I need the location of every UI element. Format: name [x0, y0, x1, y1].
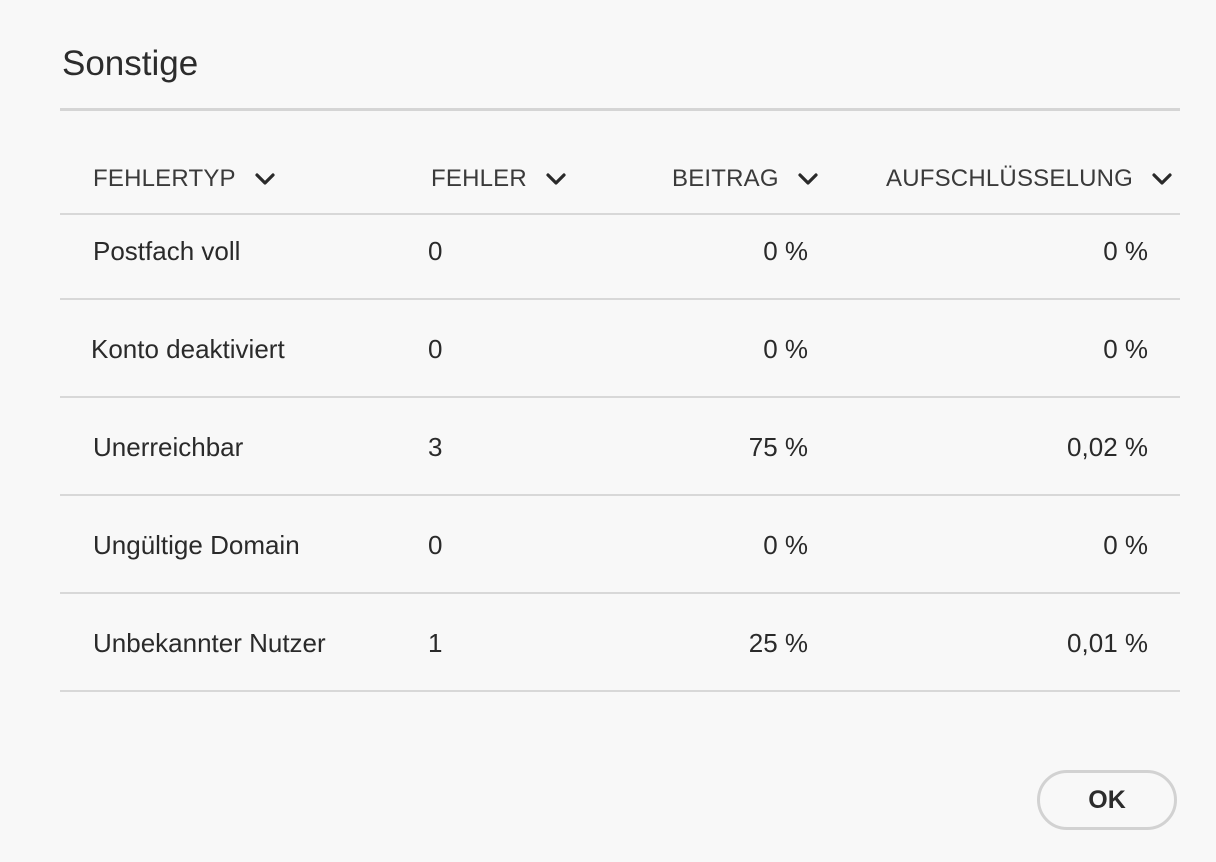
cell-breakdown: 0 %	[1103, 236, 1148, 266]
column-header-label: FEHLERTYP	[93, 165, 236, 192]
table-row: Postfach voll 0 0 % 0 %	[60, 215, 1180, 300]
table-header: FEHLERTYP FEHLER BEITRAG AUFSCHLÜSSELUNG	[60, 144, 1180, 215]
cell-error-type: Konto deaktiviert	[91, 334, 285, 364]
cell-breakdown: 0 %	[1103, 334, 1148, 364]
cell-contribution: 0 %	[763, 236, 808, 266]
ok-button[interactable]: OK	[1037, 770, 1177, 830]
cell-error-type: Postfach voll	[93, 236, 241, 266]
column-header-label: FEHLER	[431, 165, 527, 192]
cell-error-type: Ungültige Domain	[93, 530, 300, 560]
cell-errors: 0	[428, 334, 443, 364]
dialog-title: Sonstige	[62, 44, 199, 83]
cell-error-type: Unbekannter Nutzer	[93, 628, 326, 658]
chevron-down-icon	[546, 173, 566, 185]
cell-errors: 0	[428, 236, 443, 266]
chevron-down-icon	[1152, 173, 1172, 185]
column-header-label: AUFSCHLÜSSELUNG	[886, 165, 1134, 192]
cell-contribution: 75 %	[748, 432, 808, 462]
table-row: Ungültige Domain 0 0 % 0 %	[60, 496, 1180, 594]
chevron-down-icon	[255, 173, 275, 185]
cell-breakdown: 0,01 %	[1067, 628, 1148, 658]
cell-contribution: 0 %	[763, 334, 808, 364]
column-header-beitrag[interactable]: BEITRAG	[672, 164, 819, 194]
cell-errors: 3	[428, 432, 443, 462]
column-header-fehler[interactable]: FEHLER	[431, 164, 567, 194]
title-divider	[60, 108, 1180, 111]
chevron-down-icon	[798, 173, 818, 185]
cell-error-type: Unerreichbar	[93, 432, 244, 462]
error-table: FEHLERTYP FEHLER BEITRAG AUFSCHLÜSSELUNG	[60, 144, 1180, 692]
cell-contribution: 25 %	[748, 628, 808, 658]
column-header-aufschluesselung[interactable]: AUFSCHLÜSSELUNG	[886, 164, 1173, 194]
column-header-fehlertyp[interactable]: FEHLERTYP	[93, 164, 276, 194]
cell-contribution: 0 %	[763, 530, 808, 560]
cell-breakdown: 0,02 %	[1067, 432, 1148, 462]
cell-breakdown: 0 %	[1103, 530, 1148, 560]
column-header-label: BEITRAG	[672, 165, 779, 192]
cell-errors: 1	[428, 628, 443, 658]
table-row: Unerreichbar 3 75 % 0,02 %	[60, 398, 1180, 496]
table-row: Konto deaktiviert 0 0 % 0 %	[60, 300, 1180, 398]
cell-errors: 0	[428, 530, 443, 560]
table-row: Unbekannter Nutzer 1 25 % 0,01 %	[60, 594, 1180, 692]
